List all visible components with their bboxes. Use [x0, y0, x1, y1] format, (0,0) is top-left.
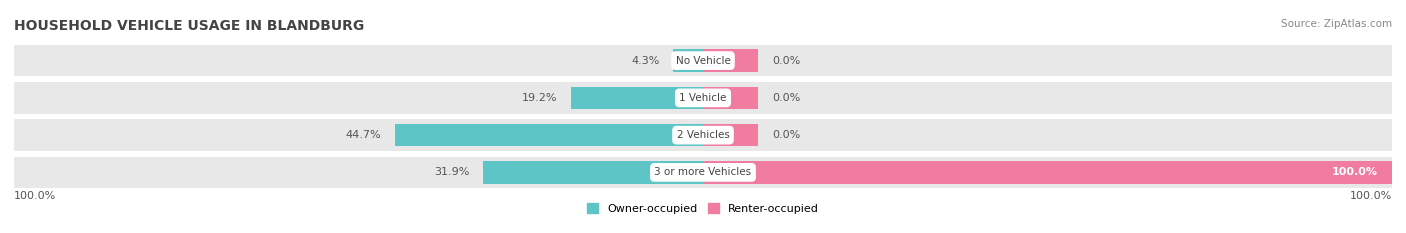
Bar: [14, 119, 703, 151]
Text: No Vehicle: No Vehicle: [675, 56, 731, 65]
Text: 4.3%: 4.3%: [631, 56, 659, 65]
Text: 0.0%: 0.0%: [772, 56, 800, 65]
Bar: [703, 82, 1392, 114]
Legend: Owner-occupied, Renter-occupied: Owner-occupied, Renter-occupied: [582, 199, 824, 218]
Bar: [703, 45, 1392, 76]
Text: 100.0%: 100.0%: [14, 191, 56, 201]
Bar: [703, 161, 1392, 184]
Text: 0.0%: 0.0%: [772, 130, 800, 140]
Text: 3 or more Vehicles: 3 or more Vehicles: [654, 168, 752, 177]
Bar: [703, 157, 1392, 188]
Bar: [703, 49, 758, 72]
Text: 1 Vehicle: 1 Vehicle: [679, 93, 727, 103]
Text: 0.0%: 0.0%: [772, 93, 800, 103]
Text: 44.7%: 44.7%: [346, 130, 381, 140]
Text: 100.0%: 100.0%: [1331, 168, 1378, 177]
Text: 100.0%: 100.0%: [1350, 191, 1392, 201]
Bar: [571, 87, 703, 109]
Text: HOUSEHOLD VEHICLE USAGE IN BLANDBURG: HOUSEHOLD VEHICLE USAGE IN BLANDBURG: [14, 19, 364, 33]
Text: 31.9%: 31.9%: [434, 168, 470, 177]
Bar: [703, 119, 1392, 151]
Bar: [14, 45, 703, 76]
Text: 2 Vehicles: 2 Vehicles: [676, 130, 730, 140]
Bar: [703, 87, 758, 109]
Bar: [395, 124, 703, 146]
Bar: [14, 157, 703, 188]
Bar: [484, 161, 703, 184]
Bar: [673, 49, 703, 72]
Bar: [703, 124, 758, 146]
Text: Source: ZipAtlas.com: Source: ZipAtlas.com: [1281, 19, 1392, 29]
Bar: [14, 82, 703, 114]
Text: 19.2%: 19.2%: [522, 93, 557, 103]
